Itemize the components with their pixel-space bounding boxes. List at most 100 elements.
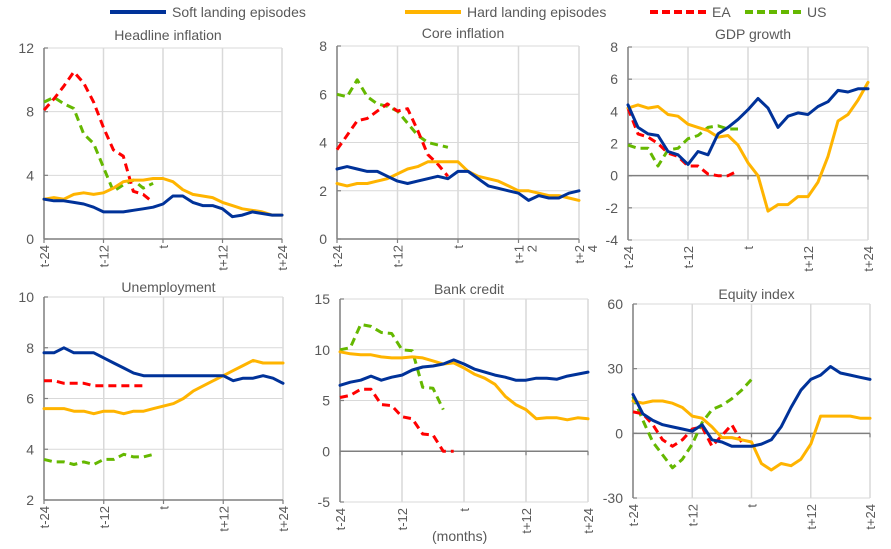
panel-title: Bank credit: [434, 281, 504, 297]
x-tick-label: t+24: [581, 508, 596, 534]
y-tick-label: 8: [26, 104, 34, 120]
y-tick-label: 8: [319, 38, 327, 54]
legend-label-soft: Soft landing episodes: [172, 4, 306, 20]
y-tick-label: 4: [319, 135, 327, 151]
panel-headline-inflation: Headline inflation 0 4 8 12 t-24 t-12 t t+12 t+24: [18, 27, 290, 271]
y-tick-label: -2: [606, 200, 619, 216]
panel-title: Equity index: [718, 286, 794, 302]
x-tick-label: t: [157, 506, 172, 510]
x-tick-label: t-12: [97, 506, 112, 528]
series-line-hard: [42, 177, 284, 217]
y-tick-label: 10: [18, 289, 34, 305]
panel-title: GDP growth: [715, 26, 791, 42]
y-tick-label: 8: [610, 39, 618, 55]
legend-label-ea: EA: [712, 4, 731, 20]
y-tick-label: 2: [26, 492, 34, 508]
y-tick-label: 8: [26, 340, 34, 356]
y-tick-label: 12: [18, 40, 34, 56]
y-tick-label: 15: [314, 291, 330, 307]
series-line-ea: [335, 102, 450, 178]
legend-item-us: US: [745, 2, 826, 22]
y-tick-label: 6: [319, 86, 327, 102]
x-tick-label: t-24: [621, 246, 636, 268]
x-tick-label: t-24: [330, 245, 345, 267]
y-tick-label: -30: [603, 490, 623, 506]
legend-item-hard: Hard landing episodes: [405, 2, 606, 22]
y-tick-label: -4: [606, 232, 619, 248]
y-tick-label: -5: [318, 494, 331, 510]
series-line-soft: [631, 365, 872, 448]
legend-item-ea: EA: [650, 2, 731, 22]
series-line-ea: [632, 410, 743, 448]
panel-equity-index: Equity index -30 0 30 60 t-24 t-12 t t+12 t+24: [603, 286, 878, 530]
legend-swatch-us: [745, 10, 801, 14]
x-tick-label: t+24: [276, 506, 291, 532]
series-line-soft: [626, 87, 870, 166]
legend-label-us: US: [807, 4, 827, 20]
series-line-ea: [44, 379, 144, 388]
panel-bank-credit: Bank credit -5 0 5 10 15 t-24 t-12 t t+12 t+24: [314, 281, 596, 534]
series-line-us: [43, 95, 154, 193]
panel-unemployment: Unemployment 2 4 6 8 10 t-24 t-12 t t+12 t+24: [18, 279, 291, 532]
y-tick-label: 5: [322, 393, 330, 409]
x-tick-label: t-12: [681, 246, 696, 268]
legend-swatch-soft: [110, 10, 166, 14]
legend: Soft landing episodes Hard landing episod…: [0, 2, 891, 22]
x-tick-label: t-24: [626, 504, 641, 526]
x-tick-label: t+12: [804, 504, 819, 530]
legend-item-soft: Soft landing episodes: [110, 2, 306, 22]
y-tick-label: 0: [322, 443, 330, 459]
y-tick-label: 4: [610, 103, 618, 119]
x-tick-label: t+24: [572, 245, 600, 263]
series-line-ea: [626, 107, 739, 178]
legend-swatch-ea: [650, 10, 706, 14]
y-tick-label: 2: [319, 183, 327, 199]
x-tick-label: t: [156, 245, 171, 249]
y-tick-label: 4: [26, 441, 34, 457]
series-line-ea: [42, 70, 155, 204]
x-tick-label: t-12: [395, 508, 410, 530]
panel-title: Headline inflation: [114, 27, 221, 43]
series-line-soft: [42, 346, 285, 385]
y-tick-label: 0: [615, 425, 623, 441]
y-tick-label: 6: [610, 71, 618, 87]
x-axis-label: (months): [432, 528, 488, 544]
series-line-ea: [339, 387, 454, 453]
legend-label-hard: Hard landing episodes: [467, 4, 607, 20]
legend-swatch-hard: [405, 10, 461, 14]
x-tick-label: t+24: [863, 504, 878, 530]
x-tick-label: t: [457, 508, 472, 512]
x-tick-label: t+12: [216, 245, 231, 271]
x-tick-label: t+12: [801, 246, 816, 272]
y-tick-label: 30: [607, 361, 623, 377]
y-tick-label: 60: [607, 296, 623, 312]
x-tick-label: t+24: [861, 246, 876, 272]
x-tick-label: t: [451, 245, 466, 249]
panel-core-inflation: Core inflation 0 2 4 6 8 t-24 t-12 t t+12 t+24: [319, 25, 600, 267]
x-tick-label: t-24: [37, 506, 52, 528]
panel-title: Unemployment: [121, 279, 215, 295]
series-line-soft: [338, 358, 590, 387]
y-tick-label: 0: [610, 168, 618, 184]
x-tick-label: t: [741, 246, 756, 250]
series-line-soft: [335, 165, 581, 202]
x-tick-label: t+12: [519, 508, 534, 534]
y-tick-label: 0: [26, 231, 34, 247]
x-tick-label: t+24: [275, 245, 290, 271]
series-line-us: [43, 452, 154, 466]
series-line-hard: [338, 350, 590, 422]
y-tick-label: 0: [319, 231, 327, 247]
series-line-soft: [42, 194, 284, 219]
y-tick-label: 6: [26, 391, 34, 407]
x-tick-label: t-24: [333, 508, 348, 530]
x-tick-label: t-12: [97, 245, 112, 267]
series-line-us: [339, 322, 445, 411]
series-line-us: [336, 78, 449, 149]
series-line-us: [631, 378, 753, 470]
x-tick-label: t+12: [512, 245, 540, 263]
panel-gdp-growth: GDP growth -4 -2 0 2 4 6 8 t-24 t-12 t t+12 t+24: [606, 26, 876, 272]
series-line-us: [627, 124, 738, 168]
x-tick-label: t+12: [216, 506, 231, 532]
x-tick-label: t-12: [391, 245, 406, 267]
